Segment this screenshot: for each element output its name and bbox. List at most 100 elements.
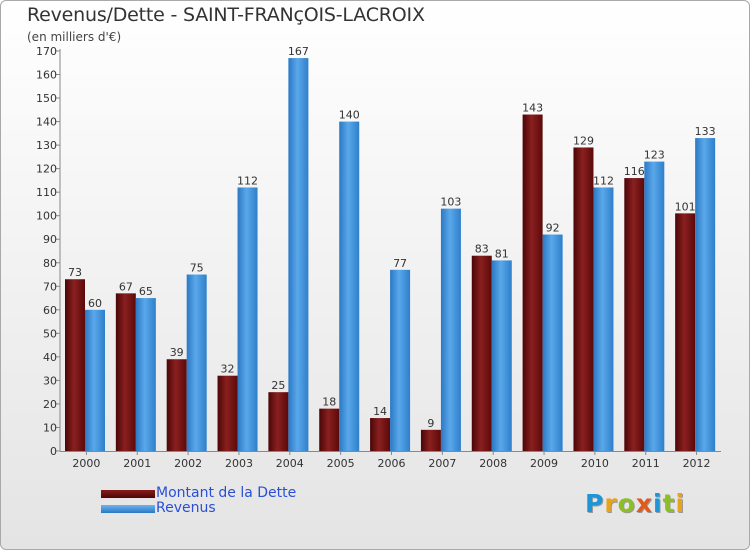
data-label-debt: 143 bbox=[522, 102, 543, 115]
data-label-revenue: 92 bbox=[546, 222, 560, 235]
data-label-revenue: 81 bbox=[495, 247, 509, 260]
legend-label-debt: Montant de la Dette bbox=[156, 485, 297, 501]
y-tick-label: 50 bbox=[43, 327, 57, 340]
logo-letter: r bbox=[604, 489, 618, 518]
x-tick-label: 2005 bbox=[327, 457, 355, 470]
data-label-revenue: 123 bbox=[644, 149, 665, 162]
y-tick-label: 110 bbox=[36, 186, 57, 199]
bar-debt bbox=[522, 114, 543, 451]
logo-letter: x bbox=[635, 489, 653, 518]
bar-debt bbox=[624, 178, 645, 451]
bar-revenue bbox=[186, 274, 207, 451]
y-tick-label: 170 bbox=[36, 45, 57, 58]
x-tick-label: 2002 bbox=[174, 457, 202, 470]
chart-bars bbox=[65, 58, 716, 452]
bar-debt bbox=[370, 418, 391, 451]
y-tick-label: 30 bbox=[43, 374, 57, 387]
logo-letter: P bbox=[585, 489, 605, 518]
x-tick-label: 2009 bbox=[530, 457, 558, 470]
bar-revenue bbox=[288, 58, 309, 451]
y-tick-label: 140 bbox=[36, 116, 57, 129]
data-label-revenue: 133 bbox=[695, 125, 716, 138]
bar-debt bbox=[65, 279, 85, 451]
data-label-revenue: 103 bbox=[440, 196, 461, 209]
logo-letter: o bbox=[617, 489, 636, 518]
x-tick-label: 2000 bbox=[72, 457, 100, 470]
y-tick-label: 0 bbox=[50, 445, 57, 458]
chart-axes: 0 10 20 30 40 50 60 70 80 90 100 110 120 130 140 150 160… bbox=[36, 45, 721, 470]
bar-revenue bbox=[644, 161, 665, 451]
bar-debt bbox=[115, 293, 136, 451]
proxiti-logo: Proxiti bbox=[585, 489, 685, 518]
x-tick-label: 2011 bbox=[632, 457, 660, 470]
data-label-debt: 73 bbox=[68, 266, 82, 279]
bar-revenue bbox=[542, 234, 563, 451]
data-label-debt: 32 bbox=[221, 363, 235, 376]
chart-title: Revenus/Dette - SAINT-FRANçOIS-LACROIX bbox=[27, 4, 425, 26]
x-tick-label: 2008 bbox=[479, 457, 507, 470]
x-tick-label: 2006 bbox=[378, 457, 406, 470]
y-tick-label: 70 bbox=[43, 280, 57, 293]
data-label-revenue: 75 bbox=[190, 262, 204, 275]
bar-debt bbox=[420, 429, 441, 451]
x-tick-label: 2004 bbox=[276, 457, 304, 470]
bar-debt bbox=[471, 255, 492, 451]
legend-label-revenue: Revenus bbox=[156, 500, 216, 516]
bar-revenue bbox=[339, 121, 360, 452]
logo-letter: i bbox=[675, 489, 686, 518]
y-tick-label: 90 bbox=[43, 233, 57, 246]
x-tick-label: 2012 bbox=[683, 457, 711, 470]
bar-debt bbox=[268, 392, 289, 451]
y-tick-label: 40 bbox=[43, 351, 57, 364]
legend-swatch-revenue bbox=[101, 505, 155, 513]
data-label-revenue: 65 bbox=[139, 285, 153, 298]
bar-debt bbox=[217, 375, 238, 451]
chart-subtitle: (en milliers d'€) bbox=[27, 30, 122, 44]
y-tick-label: 130 bbox=[36, 139, 57, 152]
bar-revenue bbox=[593, 187, 614, 451]
x-tick-label: 2003 bbox=[225, 457, 253, 470]
y-tick-label: 20 bbox=[43, 398, 57, 411]
y-tick-label: 120 bbox=[36, 163, 57, 176]
data-label-revenue: 112 bbox=[237, 174, 258, 187]
bar-revenue bbox=[390, 269, 411, 451]
bar-debt bbox=[166, 359, 187, 451]
logo-letter: t bbox=[662, 489, 676, 518]
data-label-revenue: 140 bbox=[339, 109, 360, 122]
bar-revenue bbox=[491, 260, 512, 451]
data-label-debt: 14 bbox=[373, 405, 387, 418]
bar-revenue bbox=[85, 309, 105, 451]
bar-revenue bbox=[237, 187, 258, 451]
legend-swatch-debt bbox=[101, 490, 155, 498]
data-label-revenue: 167 bbox=[288, 45, 309, 58]
y-tick-label: 160 bbox=[36, 69, 57, 82]
bar-revenue bbox=[135, 298, 156, 451]
x-tick-label: 2007 bbox=[428, 457, 456, 470]
bar-revenue bbox=[695, 138, 716, 451]
bar-debt bbox=[319, 408, 340, 451]
x-tick-label: 2001 bbox=[123, 457, 151, 470]
bar-debt bbox=[573, 147, 594, 451]
data-label-debt: 116 bbox=[624, 165, 645, 178]
data-label-debt: 83 bbox=[475, 243, 489, 256]
y-tick-label: 150 bbox=[36, 92, 57, 105]
bar-debt bbox=[675, 213, 696, 451]
chart-value-labels: 73 60 67 65 39 75 32 112 25 167 18 140 14 77 9 103 83 81 1… bbox=[68, 45, 716, 430]
y-tick-label: 100 bbox=[36, 210, 57, 223]
data-label-debt: 101 bbox=[675, 200, 696, 213]
data-label-debt: 25 bbox=[271, 379, 285, 392]
data-label-debt: 9 bbox=[427, 417, 434, 430]
x-tick-label: 2010 bbox=[581, 457, 609, 470]
data-label-revenue: 77 bbox=[393, 257, 407, 270]
data-label-debt: 39 bbox=[170, 346, 184, 359]
bar-revenue bbox=[440, 208, 461, 451]
y-tick-label: 60 bbox=[43, 304, 57, 317]
logo-letter: i bbox=[653, 489, 663, 518]
data-label-revenue: 112 bbox=[593, 174, 614, 187]
data-label-revenue: 60 bbox=[88, 297, 102, 310]
data-label-debt: 129 bbox=[573, 134, 594, 147]
y-tick-label: 80 bbox=[43, 257, 57, 270]
data-label-debt: 67 bbox=[119, 280, 133, 293]
